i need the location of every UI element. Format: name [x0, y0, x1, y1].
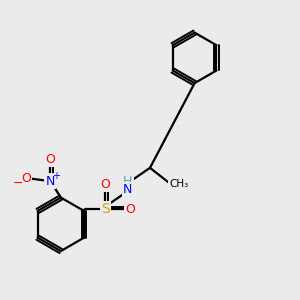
Text: N: N	[123, 183, 132, 196]
Text: +: +	[52, 171, 60, 181]
Text: −: −	[13, 177, 23, 190]
Text: H: H	[123, 175, 132, 188]
Text: S: S	[101, 202, 110, 216]
Text: CH₃: CH₃	[169, 179, 189, 189]
Text: O: O	[21, 172, 31, 185]
Text: N: N	[46, 175, 55, 188]
Text: O: O	[46, 153, 56, 166]
Text: O: O	[100, 178, 110, 191]
Text: O: O	[126, 203, 136, 216]
